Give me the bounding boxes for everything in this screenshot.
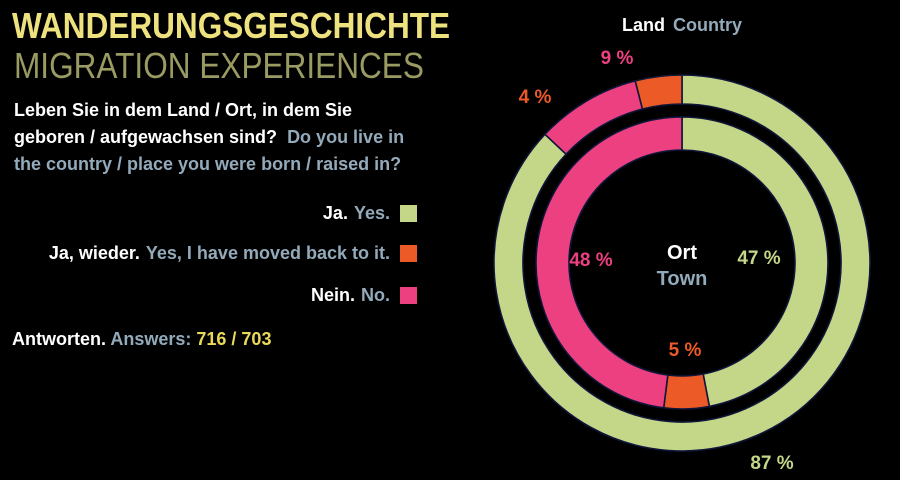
svg-text:47 %: 47 % (737, 248, 780, 269)
svg-text:48 %: 48 % (569, 250, 612, 271)
svg-text:5 %: 5 % (669, 340, 702, 361)
svg-text:87 %: 87 % (750, 453, 793, 474)
svg-text:9 %: 9 % (601, 48, 634, 69)
svg-text:4 %: 4 % (519, 87, 552, 108)
